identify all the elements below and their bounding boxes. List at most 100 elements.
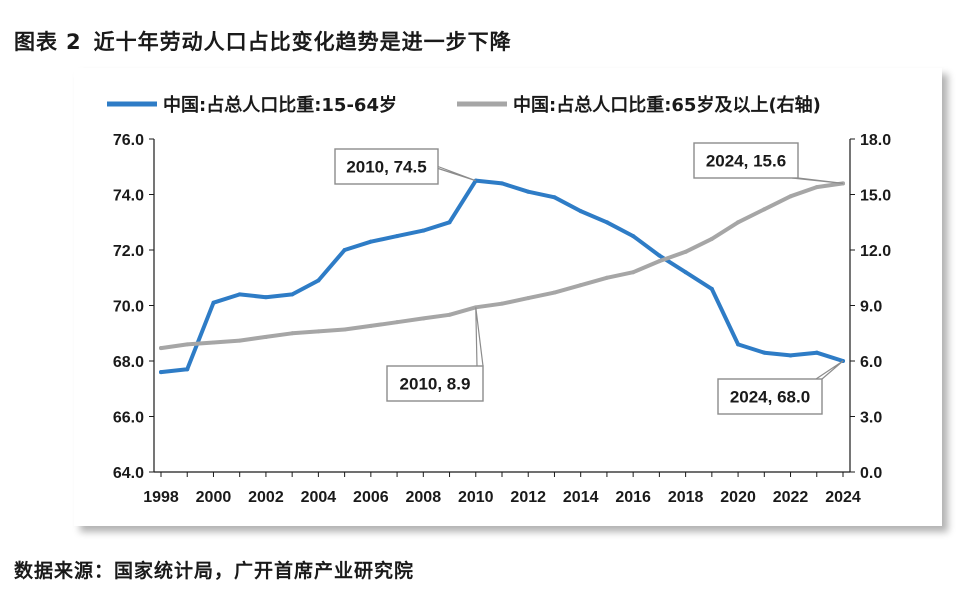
data-point-65-plus (814, 185, 819, 190)
y-right-tick-label: 15.0 (860, 188, 891, 205)
data-point-15-64 (683, 270, 688, 275)
data-point-15-64 (395, 234, 400, 239)
x-tick-label: 2002 (248, 489, 284, 506)
callout-label: 2024, 15.6 (706, 152, 786, 171)
legend: 中国:占总人口比重:15-64岁 中国:占总人口比重:65岁及以上(右轴) (107, 94, 821, 116)
y-left-tick-label: 76.0 (113, 132, 144, 149)
series-lines (159, 178, 845, 375)
y-right-tick-label: 0.0 (860, 465, 882, 482)
data-point-65-plus (788, 194, 793, 199)
data-point-15-64 (762, 350, 767, 355)
data-point-15-64 (263, 295, 268, 300)
data-point-65-plus (263, 334, 268, 339)
data-point-65-plus (657, 259, 662, 264)
data-point-15-64 (788, 353, 793, 358)
x-tick-label: 2022 (773, 489, 809, 506)
data-point-65-plus (500, 301, 504, 306)
callout-box (386, 365, 484, 402)
data-point-15-64 (342, 248, 347, 252)
x-tick-label: 2010 (458, 489, 494, 506)
data-point-15-64 (237, 292, 242, 297)
x-tick-label: 2000 (196, 489, 232, 506)
data-point-65-plus (185, 342, 190, 347)
y-right-tick-label: 18.0 (860, 132, 891, 149)
callout-pointer (815, 360, 844, 380)
data-point-15-64 (736, 342, 741, 347)
data-point-15-64 (578, 209, 583, 214)
data-point-65-plus (736, 220, 741, 225)
data-point-15-64 (421, 228, 426, 233)
y-left-tick-label: 68.0 (113, 354, 144, 371)
axes: 64.0 0.0 66.0 3.0 68.0 6.0 70.0 9.0 72.0 12.0 74.0… (113, 132, 891, 506)
data-point-65-plus (316, 329, 321, 334)
callout-label: 2010, 8.9 (400, 375, 471, 394)
data-point-65-plus (159, 346, 163, 351)
legend-item-65-plus-label: 中国:占总人口比重:65岁及以上(右轴) (513, 94, 821, 116)
data-point-15-64 (657, 253, 662, 258)
data-point-65-plus (368, 323, 373, 328)
data-point-65-plus (762, 207, 767, 212)
legend-item-15-64-label: 中国:占总人口比重:15-64岁 (163, 94, 397, 116)
x-tick-label: 2020 (720, 489, 756, 506)
x-tick-label: 2006 (353, 489, 389, 506)
data-point-65-plus (578, 283, 583, 288)
data-point-65-plus (526, 296, 531, 301)
x-tick-label: 2004 (301, 489, 337, 506)
callout-box (334, 148, 439, 185)
data-point-15-64 (211, 300, 216, 305)
data-point-15-64 (526, 189, 531, 194)
y-right-tick-label: 6.0 (860, 354, 882, 371)
figure-label: 图表 (14, 30, 58, 54)
callout-box (693, 142, 799, 179)
y-right-tick-label: 3.0 (860, 410, 882, 427)
data-point-65-plus (709, 236, 714, 241)
data-point-65-plus (631, 270, 636, 275)
data-point-15-64 (604, 220, 609, 225)
data-point-15-64 (631, 234, 636, 239)
callout-pointer (431, 165, 476, 182)
y-right-tick-label: 9.0 (860, 299, 882, 316)
data-point-15-64 (159, 370, 163, 375)
callout-pointer (791, 177, 844, 184)
data-point-65-plus (447, 312, 452, 317)
figure-title-text: 近十年劳动人口占比变化趋势是进一步下降 (93, 30, 512, 54)
data-point-65-plus (290, 331, 295, 336)
y-left-tick-label: 70.0 (113, 299, 144, 316)
data-point-15-64 (814, 350, 819, 355)
figure-title: 图表 2 近十年劳动人口占比变化趋势是进一步下降 (14, 26, 512, 56)
data-point-65-plus (552, 290, 557, 295)
source-note: 数据来源：国家统计局，广开首席产业研究院 (14, 560, 415, 582)
y-right-tick-label: 12.0 (860, 243, 891, 260)
data-point-15-64 (447, 220, 452, 225)
series-line-15-64 (159, 178, 845, 375)
data-point-65-plus (211, 340, 216, 345)
callout-box (717, 378, 823, 415)
data-point-15-64 (290, 292, 295, 297)
y-left-tick-label: 74.0 (113, 188, 144, 205)
x-tick-label: 2012 (510, 489, 546, 506)
callout-label: 2010, 74.5 (346, 158, 426, 177)
data-point-15-64 (185, 367, 190, 372)
x-tick-label: 2018 (668, 489, 704, 506)
data-point-65-plus (604, 275, 609, 280)
data-point-65-plus (395, 320, 400, 325)
x-tick-label: 2008 (406, 489, 442, 506)
data-point-15-64 (368, 239, 373, 244)
x-tick-label: 2014 (563, 489, 599, 506)
y-left-tick-label: 66.0 (113, 410, 144, 427)
chart-frame: 中国:占总人口比重:15-64岁 中国:占总人口比重:65岁及以上(右轴) 64.… (74, 68, 942, 526)
data-point-65-plus (421, 316, 426, 321)
y-left-tick-label: 72.0 (113, 243, 144, 260)
x-tick-label: 1998 (143, 489, 179, 506)
data-point-15-64 (316, 278, 321, 283)
data-point-15-64 (500, 181, 504, 186)
callouts: 2010, 74.5 2024, 15.6 2010, 8.9 2024, 68.0 (334, 142, 844, 415)
x-tick-label: 2016 (615, 489, 651, 506)
series-line-65-plus (159, 181, 845, 351)
data-point-65-plus (237, 338, 242, 343)
data-point-65-plus (683, 249, 688, 254)
x-tick-label: 2024 (825, 489, 861, 506)
callout-pointer (475, 307, 484, 367)
y-left-tick-label: 64.0 (113, 465, 144, 482)
data-point-15-64 (552, 195, 557, 200)
